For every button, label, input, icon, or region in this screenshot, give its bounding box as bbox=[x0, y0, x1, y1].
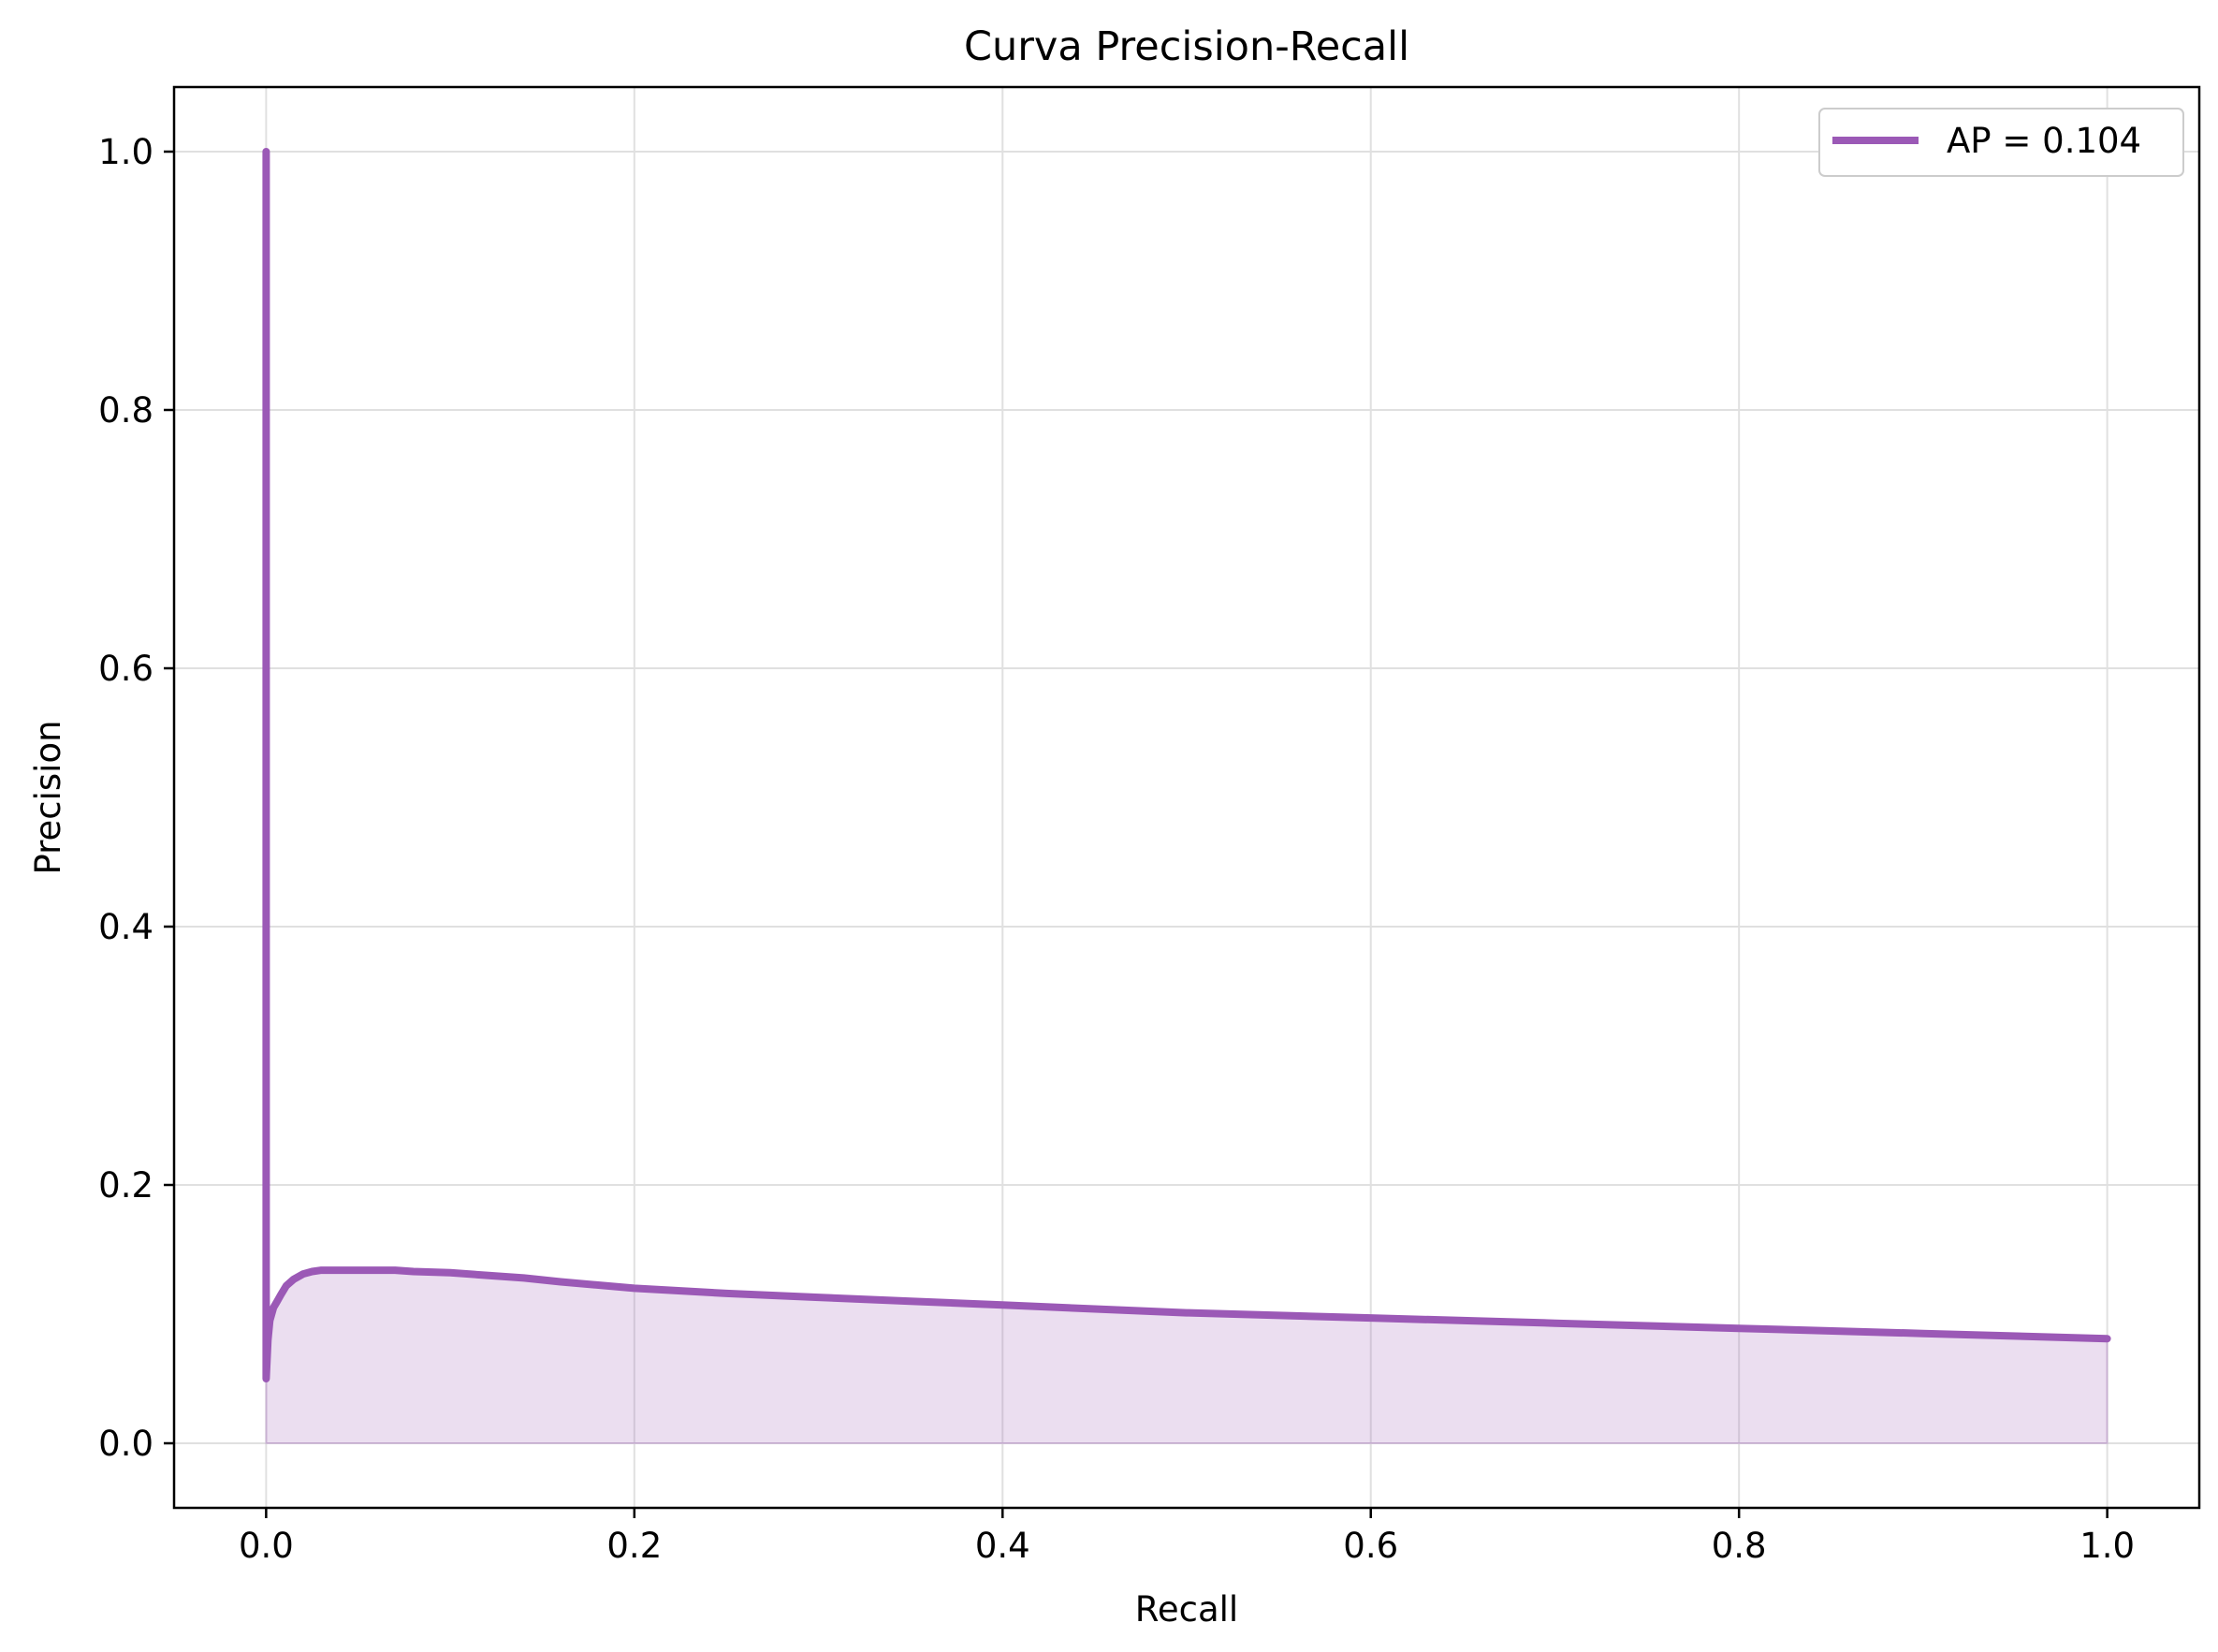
y-tick-label: 0.8 bbox=[98, 390, 153, 431]
x-tick-label: 0.0 bbox=[239, 1526, 294, 1566]
x-axis-label: Recall bbox=[1135, 1589, 1238, 1630]
y-tick-label: 0.0 bbox=[98, 1424, 153, 1464]
axes-frame bbox=[172, 85, 2201, 1510]
y-tick-label: 0.6 bbox=[98, 649, 153, 689]
plot-area bbox=[262, 148, 2111, 1444]
x-tick-label: 0.6 bbox=[1343, 1526, 1398, 1566]
x-tick-label: 1.0 bbox=[2079, 1526, 2135, 1566]
y-axis-label: Precision bbox=[28, 720, 68, 874]
y-tick-label: 0.4 bbox=[98, 907, 153, 947]
x-tick-label: 0.2 bbox=[606, 1526, 662, 1566]
grid bbox=[174, 87, 2199, 1508]
ticks: 0.0 0.2 0.4 0.6 0.8 1.0 0.0 0.2 0.4 0.6 0.8 1.0 bbox=[98, 132, 2135, 1566]
legend: AP = 0.104 bbox=[1818, 108, 2184, 177]
legend-box bbox=[1818, 108, 2184, 177]
x-tick-label: 0.8 bbox=[1712, 1526, 1767, 1566]
y-tick-label: 1.0 bbox=[98, 132, 153, 172]
x-tick-label: 0.4 bbox=[975, 1526, 1030, 1566]
chart-title: Curva Precision-Recall bbox=[964, 23, 1409, 70]
y-tick-label: 0.2 bbox=[98, 1165, 153, 1206]
precision-recall-line bbox=[262, 148, 2111, 1382]
legend-label: AP = 0.104 bbox=[1947, 121, 2141, 161]
